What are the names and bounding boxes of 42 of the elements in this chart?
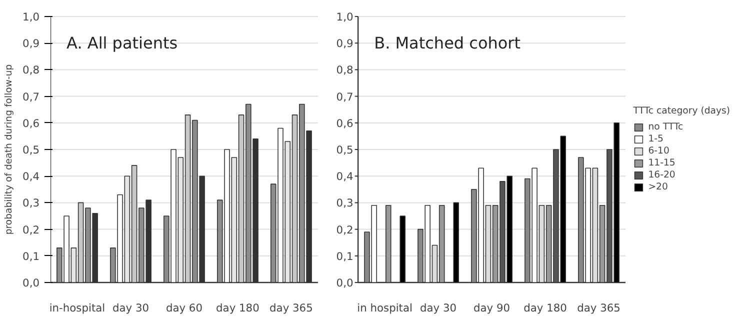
x-tick-label: day 180 [216,302,260,314]
y-tick-label: 1,0 [22,10,40,24]
legend-label: no TTTc [648,122,684,132]
x-tick-label: day 30 [420,302,457,314]
y-tick-label: 0,8 [22,64,40,77]
y-tick-label: 0,9 [336,37,354,50]
y-tick-label: 1,0 [336,10,354,24]
x-tick-label: day 365 [270,302,313,314]
text: A. All patients [66,34,178,53]
y-tick-label: 0,9 [22,37,40,50]
y-axis-title: probability of death during follow-up [4,64,15,235]
y-tick-label: 0,2 [336,223,354,236]
legend-label: 11-15 [648,158,676,168]
x-tick-label: day 60 [166,302,203,314]
y-tick-label: 0,6 [336,116,354,130]
y-tick-label: 0,0 [336,276,354,290]
x-tick-label: in-hospital [49,302,106,314]
y-tick-label: 0,6 [22,116,40,130]
x-tick-label: day 180 [524,302,568,314]
y-tick-label: 0,7 [336,90,354,104]
legend-label: 6-10 [648,146,670,156]
y-tick-label: 0,1 [336,250,354,263]
text: B. Matched cohort [374,34,521,53]
legend-label: 16-20 [648,170,676,180]
y-tick-label: 0,2 [22,223,40,236]
legend-title: TTTc category (days) [633,106,730,116]
y-tick-label: 0,5 [336,144,354,156]
y-tick-label: 0,7 [22,90,40,104]
y-tick-label: 0,1 [22,250,40,263]
y-tick-label: 0,5 [22,144,40,156]
y-tick-label: 0,8 [336,64,354,77]
x-tick-label: day 30 [112,302,150,314]
x-tick-label: day 90 [474,302,510,314]
y-tick-label: 0,3 [22,196,40,210]
x-tick-label: day 365 [577,302,620,314]
legend-label: 1-5 [648,134,664,144]
y-tick-label: 0,4 [336,170,354,184]
y-tick-label: 0,3 [336,196,354,210]
legend-label: >20 [648,182,668,192]
y-tick-label: 0,4 [22,170,40,184]
y-tick-label: 0,0 [22,276,40,290]
x-tick-label: in hospital [357,302,412,314]
